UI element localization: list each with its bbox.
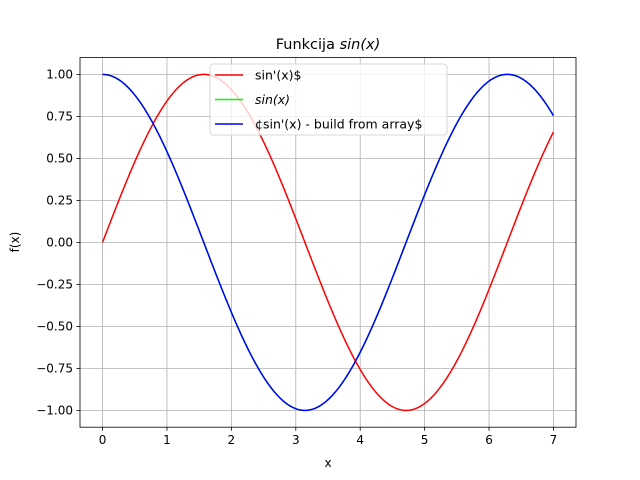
y-tick-label: 0.75 [46,110,73,124]
x-tick-label: 2 [228,433,236,447]
legend-label: sin'(x)$ [255,68,301,83]
y-tick-label: 0.25 [46,194,73,208]
x-tick-label: 6 [485,433,493,447]
y-axis-label: f(x) [8,232,22,253]
y-tick-label: 1.00 [46,68,73,82]
x-tick-label: 5 [421,433,429,447]
y-tick-label: −1.00 [36,404,73,418]
y-tick-label: −0.75 [36,362,73,376]
x-tick-label: 0 [99,433,107,447]
y-axis-ticks: −1.00 −0.75 −0.50 −0.25 0.00 0.25 0.50 0.75 1.00 [36,68,80,418]
x-tick-label: 1 [163,433,171,447]
series-line-2 [102,73,555,412]
x-axis-ticks: 0 1 2 3 4 5 6 7 [99,427,558,447]
x-tick-label: 7 [550,433,558,447]
legend-label: ¢sin'(x) - build from array$ [255,117,422,132]
legend-box [209,63,448,136]
x-tick-label: 4 [356,433,364,447]
x-tick-label: 3 [292,433,300,447]
legend-label: sin(x) [255,92,290,107]
series-group [101,73,555,412]
y-tick-label: 0.50 [46,152,73,166]
chart-title-math: sin(x) [340,37,381,53]
y-tick-label: 0.00 [46,236,73,250]
x-axis-label: x [324,456,331,470]
chart-title: Funkcija sin(x) [276,37,381,53]
series-line-0 [101,73,555,412]
chart-title-prefix: Funkcija [276,37,340,53]
y-tick-label: −0.25 [36,278,73,292]
legend: sin'(x)$ sin(x) ¢sin'(x) - build from arra… [209,63,448,136]
y-tick-label: −0.50 [36,320,73,334]
